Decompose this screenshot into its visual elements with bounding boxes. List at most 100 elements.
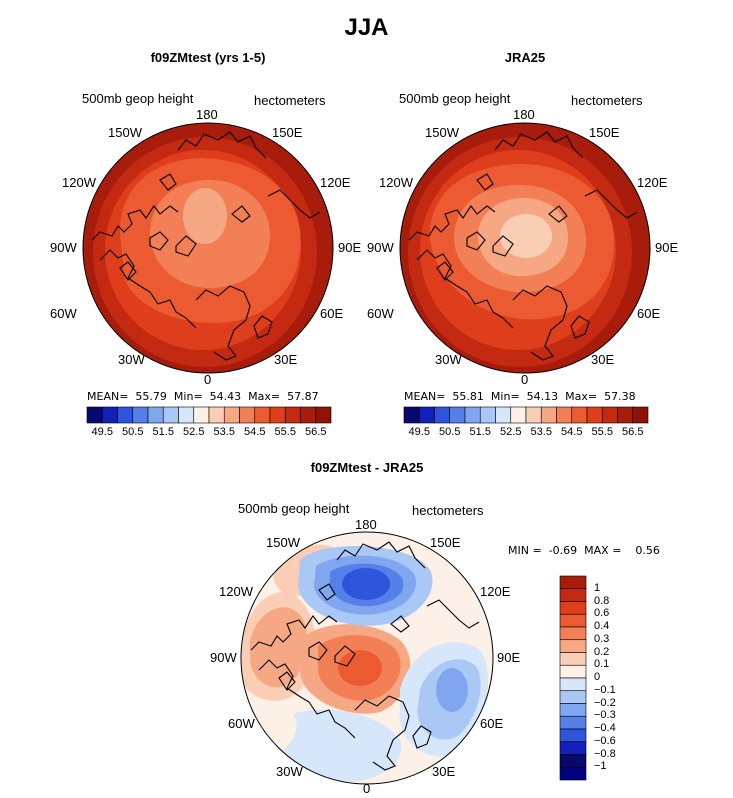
- left-colorbar-swatch: [208, 406, 225, 424]
- diff-colorbar-tick-label: −0.6: [594, 734, 616, 747]
- left-colorbar-swatch: [269, 406, 286, 424]
- left-colorbar-tick-label: 50.5: [122, 426, 144, 438]
- diff-colorbar-swatch: [559, 754, 587, 768]
- right-colorbar-tick-label: 55.5: [591, 426, 613, 438]
- left-band-6: [183, 188, 227, 244]
- right-lon-120e: 120E: [637, 175, 668, 190]
- diff-stats: MIN = -0.69 MAX = 0.56: [508, 544, 660, 557]
- right-colorbar-swatch: [418, 406, 435, 424]
- right-colorbar-tick-label: 49.5: [408, 426, 430, 438]
- diff-colorbar-tick-label: 0.8: [594, 594, 610, 607]
- left-lon-30w: 30W: [118, 352, 145, 367]
- diff-colorbar-swatch: [559, 741, 587, 755]
- right-colorbar-swatch: [556, 406, 573, 424]
- right-lon-180: 180: [513, 107, 535, 122]
- right-lon-0: 0: [521, 372, 529, 387]
- diff-colorbar-swatch: [559, 664, 587, 679]
- left-colorbar-tick-label: 49.5: [91, 426, 113, 438]
- right-colorbar-swatch: [586, 406, 603, 424]
- left-stats: MEAN= 55.79 Min= 54.43 Max= 57.87: [87, 390, 319, 403]
- diff-min-value: -0.69: [548, 544, 578, 557]
- left-colorbar: [86, 406, 332, 424]
- diff-colorbar-swatch: [559, 601, 587, 615]
- diff-max-value: 0.56: [635, 544, 660, 557]
- diff-panel-title: f09ZMtest - JRA25: [310, 460, 424, 475]
- left-lon-60w: 60W: [50, 306, 77, 321]
- right-colorbar-swatch: [510, 406, 527, 424]
- right-lon-120w: 120W: [379, 175, 413, 190]
- right-colorbar-swatch: [403, 406, 420, 424]
- left-colorbar-swatch: [101, 406, 118, 424]
- right-colorbar-swatch: [479, 406, 496, 424]
- right-colorbar-swatch: [464, 406, 481, 424]
- left-colorbar-tick-label: 51.5: [152, 426, 174, 438]
- left-colorbar-swatch: [86, 406, 103, 424]
- diff-colorbar-swatch: [559, 690, 587, 704]
- left-colorbar-tick-label: 53.5: [213, 426, 235, 438]
- diff-colorbar-swatch: [559, 728, 587, 743]
- right-colorbar-tick-label: 52.5: [500, 426, 522, 438]
- left-lon-180: 180: [196, 107, 218, 122]
- right-colorbar-swatch: [617, 406, 634, 424]
- diff-lon-120e: 120E: [480, 584, 511, 599]
- right-colorbar-tick-label: 51.5: [469, 426, 491, 438]
- left-units-label: hectometers: [254, 93, 326, 108]
- right-coastlines: [408, 131, 638, 361]
- right-colorbar-swatch: [495, 406, 512, 424]
- left-colorbar-swatch: [132, 406, 149, 424]
- diff-units-label: hectometers: [412, 503, 484, 518]
- left-panel-title: f09ZMtest (yrs 1-5): [150, 50, 266, 65]
- right-colorbar-swatch: [540, 406, 557, 424]
- right-colorbar-tick-label: 53.5: [530, 426, 552, 438]
- left-colorbar-swatch: [117, 406, 134, 424]
- diff-neg-south: [277, 709, 402, 783]
- diff-lon-90e: 90E: [497, 650, 521, 665]
- left-lon-60e: 60E: [320, 306, 344, 321]
- left-max-value: 57.87: [287, 390, 319, 403]
- diff-colorbar-tick-label: −0.2: [594, 696, 616, 709]
- diff-lon-120w: 120W: [219, 584, 253, 599]
- diff-colorbar-swatch: [559, 588, 587, 602]
- diff-pos-center-3: [338, 650, 382, 686]
- right-lon-150w: 150W: [425, 125, 459, 140]
- diff-lon-150w: 150W: [266, 535, 300, 550]
- diff-colorbar-swatch: [559, 715, 587, 730]
- right-colorbar-tick-label: 50.5: [439, 426, 461, 438]
- left-lon-150w: 150W: [108, 125, 142, 140]
- left-colorbar-swatch: [223, 406, 240, 424]
- right-lon-30e: 30E: [591, 352, 615, 367]
- left-colorbar-tick-label: 52.5: [183, 426, 205, 438]
- right-colorbar-tick-label: 56.5: [622, 426, 644, 438]
- diff-lon-30w: 30W: [276, 764, 303, 779]
- left-colorbar-tick-label: 56.5: [305, 426, 327, 438]
- right-colorbar-tick-label: 54.5: [561, 426, 583, 438]
- right-units-label: hectometers: [571, 93, 643, 108]
- right-lon-90w: 90W: [367, 240, 394, 255]
- right-lon-60w: 60W: [367, 306, 394, 321]
- diff-colorbar-tick-label: 0.1: [594, 658, 610, 671]
- right-variable-label: 500mb geop height: [399, 91, 511, 106]
- diff-colorbar-tick-label: 0.4: [594, 620, 610, 632]
- diff-colorbar-tick-label: −0.4: [594, 722, 616, 734]
- diff-lon-60e: 60E: [480, 716, 504, 731]
- right-min-value: 54.13: [526, 390, 559, 403]
- right-lon-150e: 150E: [589, 125, 620, 140]
- diff-lon-90w: 90W: [210, 650, 237, 665]
- left-lon-150e: 150E: [272, 125, 303, 140]
- right-colorbar-swatch: [571, 406, 588, 424]
- diff-neg-north-4: [342, 568, 390, 600]
- diff-colorbar-swatch: [559, 703, 587, 717]
- diff-variable-label: 500mb geop height: [238, 501, 350, 516]
- right-panel-title: JRA25: [504, 50, 546, 65]
- diff-colorbar: [559, 575, 587, 781]
- diff-colorbar-swatch: [559, 613, 587, 628]
- left-lon-90e: 90E: [338, 240, 362, 255]
- diff-pos-west-2: [250, 607, 307, 688]
- diff-lon-150e: 150E: [430, 535, 461, 550]
- right-band-7: [500, 214, 552, 258]
- left-colorbar-swatch: [284, 406, 301, 424]
- diff-colorbar-tick-label: −0.8: [594, 747, 616, 760]
- diff-neg-east-3: [436, 668, 468, 712]
- right-lon-30w: 30W: [435, 352, 462, 367]
